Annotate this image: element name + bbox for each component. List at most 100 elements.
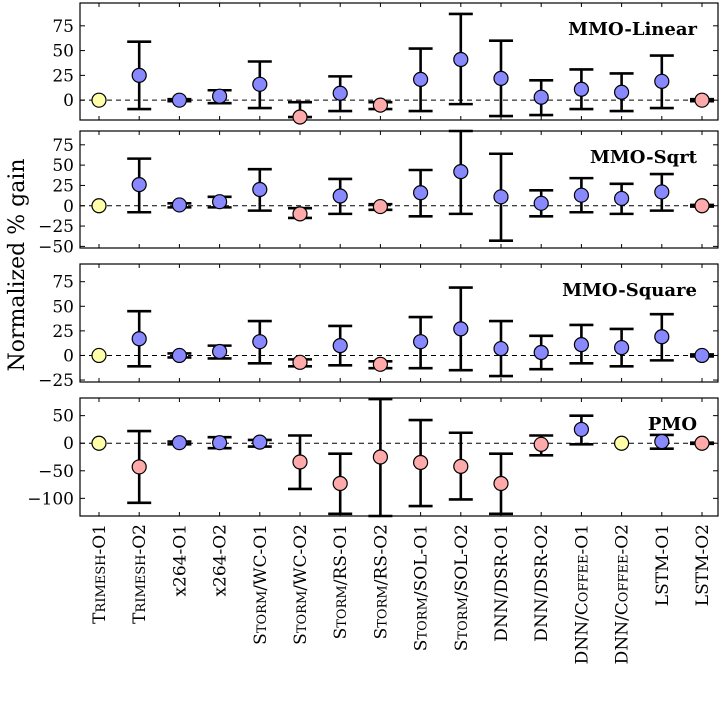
panel-title: MMO-Sqrt — [590, 147, 698, 168]
data-point-dnn-dsr-o2 — [529, 189, 554, 218]
data-point-lstm-o1 — [649, 172, 674, 212]
data-point-storm-rs-o2 — [368, 356, 393, 372]
marker-gain — [613, 339, 630, 356]
marker-gain — [252, 434, 268, 450]
panel-frame — [79, 2, 719, 121]
data-point-storm-sol-o2 — [448, 12, 473, 106]
data-point-dnn-dsr-o1 — [489, 319, 513, 378]
y-tick-label: 50 — [52, 42, 74, 62]
data-point-x264-o1 — [167, 197, 192, 213]
marker-loss — [372, 97, 388, 113]
data-point-storm-wc-o2 — [288, 434, 312, 491]
data-point-storm-wc-o1 — [247, 60, 272, 110]
data-point-storm-rs-o1 — [328, 452, 353, 516]
marker-loss — [292, 109, 308, 125]
data-point-dnn-dsr-o1 — [489, 152, 513, 242]
marker-gain — [533, 344, 549, 361]
x-tick-label: DNN/DSR-O1 — [492, 524, 512, 642]
y-tick-label: −25 — [38, 217, 74, 237]
data-point-storm-rs-o1 — [328, 75, 353, 113]
y-tick-label: 50 — [52, 156, 74, 176]
data-point-dnn-coffee-o1 — [569, 176, 594, 214]
panel-frame — [79, 397, 719, 517]
data-point-dnn-coffee-o1 — [569, 68, 594, 111]
marker-baseline — [91, 347, 107, 364]
data-point-storm-wc-o2 — [288, 206, 312, 222]
data-point-storm-sol-o1 — [408, 168, 433, 218]
data-point-storm-rs-o1 — [328, 177, 353, 216]
data-point-dnn-coffee-o2 — [613, 435, 630, 451]
marker-gain — [413, 185, 429, 201]
data-point-dnn-dsr-o2 — [529, 79, 554, 117]
x-tick-label: LSTM-O2 — [693, 524, 713, 606]
marker-baseline — [91, 92, 107, 108]
marker-gain — [654, 329, 670, 345]
data-point-storm-rs-o2 — [368, 97, 393, 113]
y-tick-label: −50 — [38, 462, 74, 482]
panel-frame — [79, 263, 719, 383]
data-point-trimesh-o2 — [127, 40, 152, 111]
marker-gain — [654, 184, 670, 200]
marker-gain — [533, 89, 549, 105]
x-tick-label: STORM/WC-O2 — [291, 524, 311, 645]
marker-gain — [131, 67, 147, 83]
panel-mmo-square: −25 0 25 50 75 MMO-Square — [38, 263, 719, 391]
data-point-lstm-o2 — [690, 92, 714, 108]
data-point-storm-sol-o1 — [408, 418, 433, 508]
panel-frame — [79, 130, 719, 249]
marker-gain — [332, 188, 348, 204]
marker-gain — [212, 343, 228, 360]
data-point-storm-rs-o2 — [368, 397, 393, 518]
x-tick-label: TRIMESH-O1 — [90, 524, 110, 624]
data-point-storm-wc-o1 — [247, 434, 272, 450]
data-point-storm-wc-o1 — [247, 319, 272, 365]
y-tick-label: 50 — [52, 297, 74, 317]
y-tick-label: 0 — [63, 434, 74, 454]
data-point-storm-sol-o1 — [408, 315, 433, 370]
marker-gain — [573, 337, 590, 353]
x-tick-label: DNN/COFFEE-O2 — [613, 524, 633, 664]
marker-gain — [171, 435, 187, 451]
data-point-dnn-dsr-o1 — [489, 452, 513, 516]
panel-mmo-linear: 0 25 50 75 MMO-Linear — [52, 2, 719, 125]
marker-loss — [493, 475, 509, 492]
data-point-storm-wc-o2 — [288, 100, 312, 125]
x-tick-label: DNN/COFFEE-O1 — [572, 524, 592, 664]
marker-gain — [493, 70, 509, 86]
marker-gain — [493, 340, 509, 357]
panel-title: MMO-Linear — [568, 19, 697, 40]
marker-loss — [694, 92, 710, 108]
marker-gain — [613, 190, 630, 207]
data-point-x264-o2 — [207, 194, 232, 210]
y-tick-label: 0 — [63, 346, 74, 366]
y-tick-label: 0 — [63, 91, 74, 111]
marker-gain — [453, 321, 469, 337]
data-point-x264-o2 — [207, 343, 232, 360]
data-point-storm-rs-o2 — [368, 198, 393, 215]
marker-gain — [252, 76, 268, 92]
x-tick-label: TRIMESH-O2 — [130, 524, 150, 624]
marker-gain — [171, 92, 187, 108]
data-point-storm-wc-o1 — [247, 167, 272, 212]
data-point-x264-o1 — [167, 435, 192, 451]
marker-baseline — [91, 435, 107, 451]
data-point-trimesh-o1 — [91, 198, 107, 214]
data-point-lstm-o2 — [690, 435, 714, 451]
marker-gain — [332, 85, 348, 101]
data-point-dnn-coffee-o1 — [569, 414, 594, 446]
marker-loss — [292, 354, 308, 370]
marker-loss — [413, 454, 429, 471]
marker-gain — [131, 177, 147, 193]
marker-loss — [372, 356, 388, 372]
data-point-storm-wc-o2 — [288, 354, 312, 370]
y-tick-label: 25 — [52, 66, 74, 86]
x-tick-label: STORM/RS-O2 — [371, 524, 391, 639]
data-point-trimesh-o2 — [127, 429, 152, 505]
data-point-trimesh-o1 — [91, 435, 107, 451]
data-point-x264-o1 — [167, 92, 192, 108]
marker-gain — [212, 88, 228, 104]
marker-loss — [453, 458, 469, 474]
data-point-trimesh-o1 — [91, 347, 107, 364]
